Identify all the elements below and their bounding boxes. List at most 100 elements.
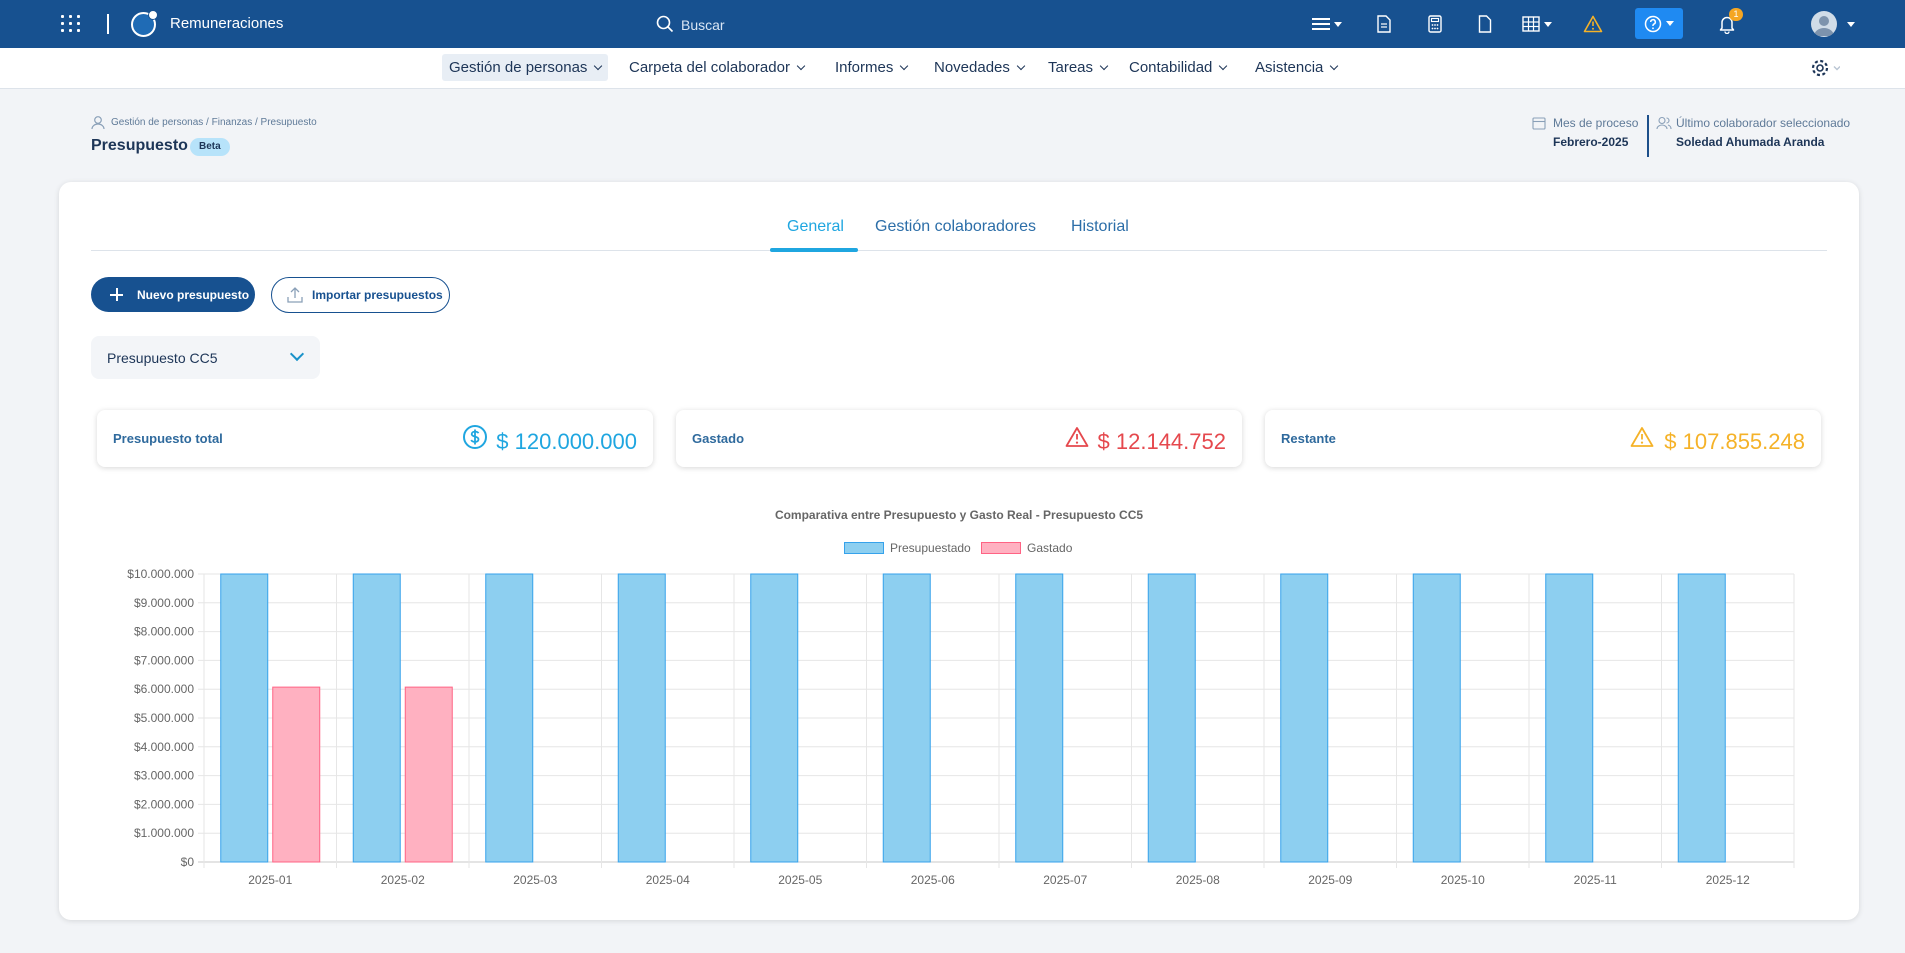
nav-tareas[interactable]: Tareas	[1041, 54, 1114, 81]
menu-dropdown[interactable]	[1312, 12, 1342, 36]
search-placeholder: Buscar	[681, 17, 725, 33]
user-avatar[interactable]	[1811, 11, 1837, 37]
settings-button[interactable]	[1810, 57, 1841, 84]
bar-presupuestado	[352, 573, 401, 863]
beta-badge: Beta	[190, 138, 230, 156]
y-tick-label: $4.000.000	[134, 740, 194, 754]
breadcrumb[interactable]: Gestión de personas / Finanzas / Presupu…	[111, 117, 317, 128]
tabs-divider	[91, 250, 1827, 251]
nav-label: Asistencia	[1255, 59, 1324, 76]
warning-icon[interactable]	[1583, 12, 1603, 36]
nav-label: Tareas	[1048, 59, 1094, 76]
bar-presupuestado	[617, 573, 666, 863]
warning-triangle-icon	[1065, 427, 1089, 447]
kpi-value: $ 12.144.752	[1097, 429, 1226, 454]
bar-presupuestado	[1412, 573, 1461, 863]
new-budget-label: Nuevo presupuesto	[137, 287, 250, 302]
kpi-spent: Gastado $ 12.144.752	[676, 410, 1242, 467]
process-month-value[interactable]: Febrero-2025	[1553, 135, 1629, 149]
bar-presupuestado	[1015, 573, 1064, 863]
y-tick-label: $2.000.000	[134, 797, 194, 811]
tab-general[interactable]: General	[787, 218, 844, 235]
nav-informes[interactable]: Informes	[828, 54, 914, 81]
nav-carpeta-colaborador[interactable]: Carpeta del colaborador	[622, 54, 811, 81]
nav-label: Gestión de personas	[449, 59, 588, 76]
y-tick-label: $8.000.000	[134, 625, 194, 639]
x-tick-label: 2025-08	[1176, 873, 1220, 887]
app-name[interactable]: Remuneraciones	[170, 15, 284, 32]
plus-icon	[110, 288, 123, 301]
y-tick-label: $5.000.000	[134, 711, 194, 725]
y-tick-label: $0	[181, 855, 195, 869]
chevron-down-icon	[900, 61, 909, 71]
x-tick-label: 2025-02	[381, 873, 425, 887]
kpi-total-budget: Presupuesto total $ 120.000.000	[97, 410, 653, 467]
chevron-down-icon	[1219, 61, 1228, 71]
document-icon[interactable]	[1376, 12, 1392, 36]
legend-swatch	[981, 542, 1021, 554]
calculator-icon[interactable]	[1427, 12, 1443, 36]
tab-gestion-colaboradores[interactable]: Gestión colaboradores	[875, 218, 1036, 235]
active-tab-indicator	[770, 248, 858, 252]
chevron-down-icon	[1330, 61, 1339, 71]
y-tick-label: $6.000.000	[134, 682, 194, 696]
y-tick-label: $9.000.000	[134, 596, 194, 610]
nav-novedades[interactable]: Novedades	[927, 54, 1031, 81]
import-budgets-button[interactable]: Importar presupuestos	[271, 277, 450, 313]
budget-vs-spent-chart: $0 $1.000.000 $2.000.000 $3.000.000 $4.000.0…	[127, 567, 1795, 887]
apps-grid-icon[interactable]	[61, 15, 81, 33]
bar-presupuestado	[1545, 573, 1594, 863]
kpi-label: Gastado	[692, 431, 745, 446]
x-tick-label: 2025-11	[1574, 873, 1617, 887]
divider	[1647, 115, 1649, 157]
y-tick-label: $10.000.000	[127, 567, 194, 581]
bar-presupuestado	[1280, 573, 1329, 863]
legend-item-presupuestado[interactable]: Presupuestado	[844, 541, 971, 555]
y-tick-label: $3.000.000	[134, 769, 194, 783]
x-tick-label: 2025-01	[248, 873, 292, 887]
tab-historial[interactable]: Historial	[1071, 218, 1129, 235]
search-input[interactable]: Buscar	[656, 14, 976, 36]
bar-presupuestado	[750, 573, 799, 863]
nav-contabilidad[interactable]: Contabilidad	[1122, 54, 1233, 81]
x-tick-label: 2025-10	[1441, 873, 1485, 887]
last-employee-value[interactable]: Soledad Ahumada Aranda	[1676, 135, 1825, 149]
nav-gestion-personas[interactable]: Gestión de personas	[442, 54, 609, 81]
file-icon[interactable]	[1478, 12, 1492, 36]
x-tick-label: 2025-04	[646, 873, 690, 887]
user-icon	[91, 116, 105, 130]
gear-icon	[1811, 59, 1841, 77]
warning-triangle-icon	[1630, 427, 1654, 447]
x-tick-label: 2025-03	[513, 873, 557, 887]
nav-label: Novedades	[934, 59, 1010, 76]
help-button[interactable]	[1635, 8, 1683, 39]
chevron-down-icon	[289, 346, 305, 362]
nav-asistencia[interactable]: Asistencia	[1248, 54, 1344, 81]
x-tick-label: 2025-05	[778, 873, 822, 887]
kpi-value: $ 107.855.248	[1664, 429, 1805, 454]
y-tick-label: $7.000.000	[134, 653, 194, 667]
notification-count-badge: 1	[1729, 8, 1743, 21]
x-tick-label: 2025-12	[1706, 873, 1750, 887]
search-icon	[656, 15, 674, 33]
company-logo[interactable]	[131, 10, 158, 37]
new-budget-button[interactable]: Nuevo presupuesto	[91, 277, 255, 312]
calendar-icon	[1532, 117, 1546, 130]
legend-item-gastado[interactable]: Gastado	[981, 541, 1072, 555]
bar-presupuestado	[1677, 573, 1726, 863]
bar-presupuestado	[485, 573, 534, 863]
user-menu-chevron-icon[interactable]	[1843, 12, 1855, 36]
budget-select[interactable]: Presupuesto CC5	[91, 336, 320, 379]
bar-presupuestado	[882, 573, 931, 863]
kpi-value: $ 120.000.000	[496, 429, 637, 454]
table-dropdown[interactable]	[1522, 12, 1552, 36]
help-icon	[1644, 15, 1662, 32]
process-month-label: Mes de proceso	[1553, 116, 1639, 130]
chart-title: Comparativa entre Presupuesto y Gasto Re…	[774, 508, 1144, 522]
budget-card: General Gestión colaboradores Historial …	[59, 182, 1859, 920]
nav-label: Carpeta del colaborador	[629, 59, 790, 76]
users-icon	[1656, 116, 1672, 130]
bar-presupuestado	[1147, 573, 1196, 863]
dollar-circle-icon	[463, 425, 487, 449]
last-employee-label: Último colaborador seleccionado	[1676, 116, 1851, 130]
